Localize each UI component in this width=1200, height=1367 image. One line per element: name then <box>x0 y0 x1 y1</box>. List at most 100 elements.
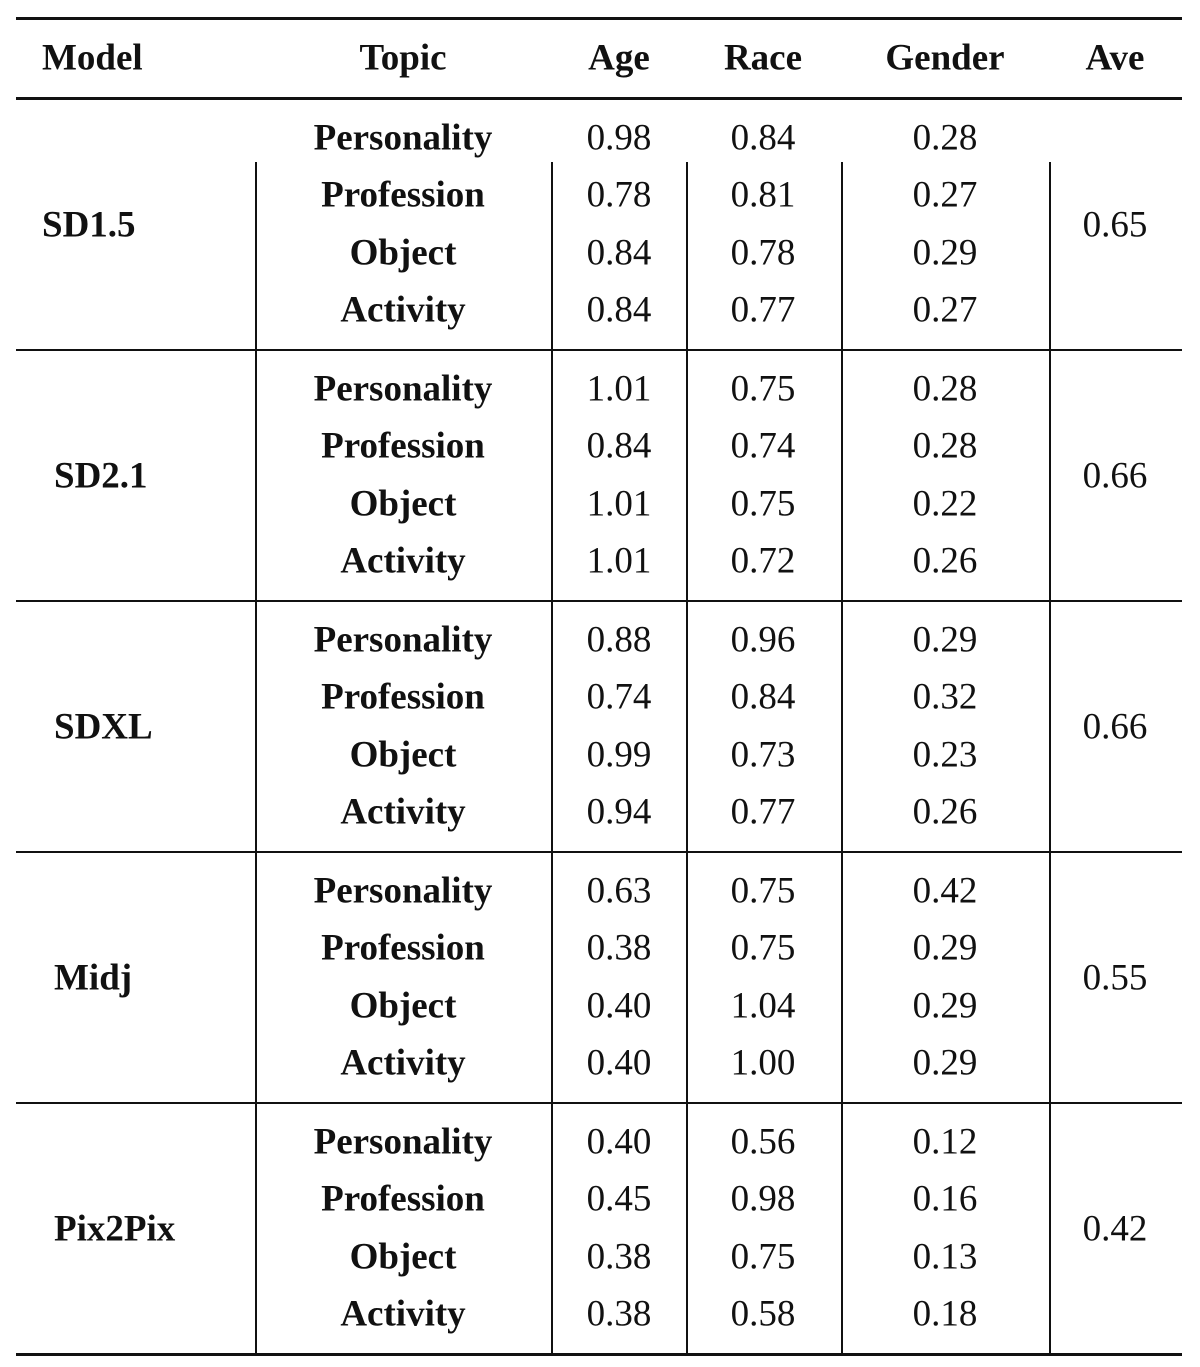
race-value: 0.98 <box>730 1178 796 1220</box>
column-divider <box>255 162 257 350</box>
column-divider <box>686 602 688 852</box>
topic-label: Personality <box>313 870 493 912</box>
column-divider <box>551 602 553 852</box>
topic-label: Object <box>349 734 457 776</box>
model-name: SD2.1 <box>54 455 148 497</box>
age-value: 0.84 <box>586 425 652 467</box>
column-divider <box>1049 853 1051 1103</box>
topic-label: Object <box>349 232 457 274</box>
topic-label: Personality <box>313 117 493 159</box>
column-divider <box>255 351 257 601</box>
age-value: 0.84 <box>586 232 652 274</box>
gender-value: 0.29 <box>912 1042 978 1084</box>
age-value: 1.01 <box>586 483 652 525</box>
topic-label: Activity <box>340 791 466 833</box>
race-value: 1.04 <box>730 985 796 1027</box>
gender-value: 0.29 <box>912 927 978 969</box>
column-divider <box>255 1104 257 1354</box>
race-value: 0.58 <box>730 1293 796 1335</box>
header-gender: Gender <box>885 37 1005 79</box>
age-value: 0.78 <box>586 174 652 216</box>
column-divider <box>841 351 843 601</box>
model-name: Midj <box>54 957 133 999</box>
column-divider <box>1049 162 1051 350</box>
gender-value: 0.13 <box>912 1236 978 1278</box>
age-value: 0.74 <box>586 676 652 718</box>
header-model: Model <box>42 37 143 79</box>
column-divider <box>1049 602 1051 852</box>
topic-label: Object <box>349 483 457 525</box>
gender-value: 0.28 <box>912 368 978 410</box>
column-divider <box>551 853 553 1103</box>
race-value: 0.77 <box>730 791 796 833</box>
topic-label: Profession <box>321 425 485 467</box>
age-value: 0.38 <box>586 1293 652 1335</box>
ave-value: 0.66 <box>1082 455 1148 497</box>
race-value: 1.00 <box>730 1042 796 1084</box>
column-divider <box>1049 1104 1051 1354</box>
topic-label: Personality <box>313 1121 493 1163</box>
race-value: 0.84 <box>730 676 796 718</box>
gender-value: 0.42 <box>912 870 978 912</box>
group-divider <box>16 851 1182 853</box>
race-value: 0.96 <box>730 619 796 661</box>
race-value: 0.81 <box>730 174 796 216</box>
column-divider <box>841 853 843 1103</box>
race-value: 0.84 <box>730 117 796 159</box>
column-divider <box>255 602 257 852</box>
column-divider <box>255 853 257 1103</box>
gender-value: 0.23 <box>912 734 978 776</box>
gender-value: 0.18 <box>912 1293 978 1335</box>
header-ave: Ave <box>1085 37 1145 79</box>
column-divider <box>841 162 843 350</box>
race-value: 0.75 <box>730 368 796 410</box>
age-value: 0.88 <box>586 619 652 661</box>
header-rule <box>16 97 1182 100</box>
column-divider <box>686 351 688 601</box>
gender-value: 0.26 <box>912 791 978 833</box>
race-value: 0.72 <box>730 540 796 582</box>
column-divider <box>686 853 688 1103</box>
age-value: 1.01 <box>586 368 652 410</box>
ave-value: 0.66 <box>1082 706 1148 748</box>
column-divider <box>1049 351 1051 601</box>
top-rule <box>16 17 1182 20</box>
model-name: SD1.5 <box>42 204 136 246</box>
race-value: 0.75 <box>730 483 796 525</box>
ave-value: 0.55 <box>1082 957 1148 999</box>
column-divider <box>551 1104 553 1354</box>
gender-value: 0.22 <box>912 483 978 525</box>
gender-value: 0.29 <box>912 619 978 661</box>
group-divider <box>16 349 1182 351</box>
race-value: 0.75 <box>730 870 796 912</box>
column-divider <box>551 162 553 350</box>
race-value: 0.74 <box>730 425 796 467</box>
topic-label: Object <box>349 985 457 1027</box>
column-divider <box>686 162 688 350</box>
age-value: 0.63 <box>586 870 652 912</box>
age-value: 0.45 <box>586 1178 652 1220</box>
gender-value: 0.26 <box>912 540 978 582</box>
race-value: 0.73 <box>730 734 796 776</box>
column-divider <box>551 351 553 601</box>
model-name: SDXL <box>54 706 153 748</box>
ave-value: 0.65 <box>1082 204 1148 246</box>
header-race: Race <box>723 37 803 79</box>
topic-label: Activity <box>340 289 466 331</box>
gender-value: 0.28 <box>912 425 978 467</box>
age-value: 0.38 <box>586 927 652 969</box>
topic-label: Profession <box>321 174 485 216</box>
age-value: 0.99 <box>586 734 652 776</box>
age-value: 0.38 <box>586 1236 652 1278</box>
age-value: 0.94 <box>586 791 652 833</box>
header-topic: Topic <box>359 37 447 79</box>
race-value: 0.75 <box>730 927 796 969</box>
topic-label: Personality <box>313 619 493 661</box>
group-divider <box>16 1102 1182 1104</box>
race-value: 0.78 <box>730 232 796 274</box>
race-value: 0.56 <box>730 1121 796 1163</box>
header-age: Age <box>588 37 650 79</box>
age-value: 0.98 <box>586 117 652 159</box>
topic-label: Activity <box>340 1293 466 1335</box>
gender-value: 0.32 <box>912 676 978 718</box>
